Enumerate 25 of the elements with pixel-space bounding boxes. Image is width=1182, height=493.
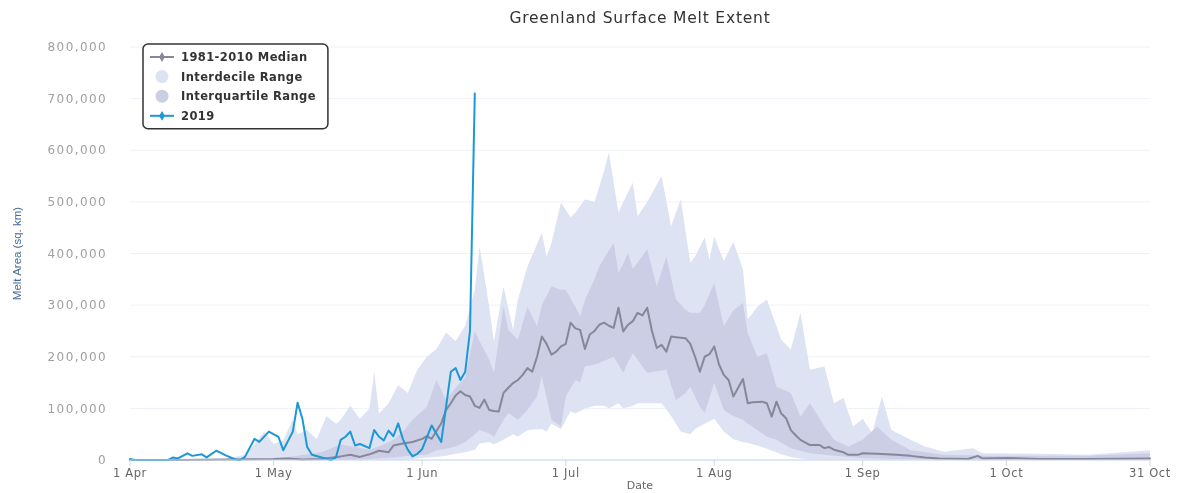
legend-label: Interdecile Range [181,69,303,84]
y-tick-label: 300,000 [47,298,107,313]
y-tick-label: 100,000 [47,401,107,416]
x-tick-label: 1 May [254,466,293,480]
x-tick-label: 31 Oct [1129,466,1171,480]
y-tick-label: 0 [97,453,107,468]
y-tick-label: 200,000 [47,349,107,364]
legend-label: Interquartile Range [181,89,316,104]
x-tick-label: 1 Apr [113,466,147,480]
x-tick-label: 1 Jul [551,466,580,480]
x-tick-label: 1 Jun [406,466,439,480]
legend-label: 1981-2010 Median [181,50,308,65]
y-tick-label: 800,000 [47,40,107,55]
legend-label: 2019 [181,108,215,123]
y-tick-label: 400,000 [47,246,107,261]
x-tick-label: 1 Oct [989,466,1024,480]
x-axis-title: Date [626,479,654,492]
y-tick-label: 500,000 [47,195,107,210]
line-series [129,92,476,461]
x-tick-label: 1 Sep [844,466,881,480]
y-tick-label: 600,000 [47,143,107,158]
x-tick-label: 1 Aug [696,466,733,480]
y-axis-title: Melt Area (sq. km) [11,206,23,301]
chart-title: Greenland Surface Melt Extent [509,9,771,27]
y-tick-label: 700,000 [47,91,107,106]
